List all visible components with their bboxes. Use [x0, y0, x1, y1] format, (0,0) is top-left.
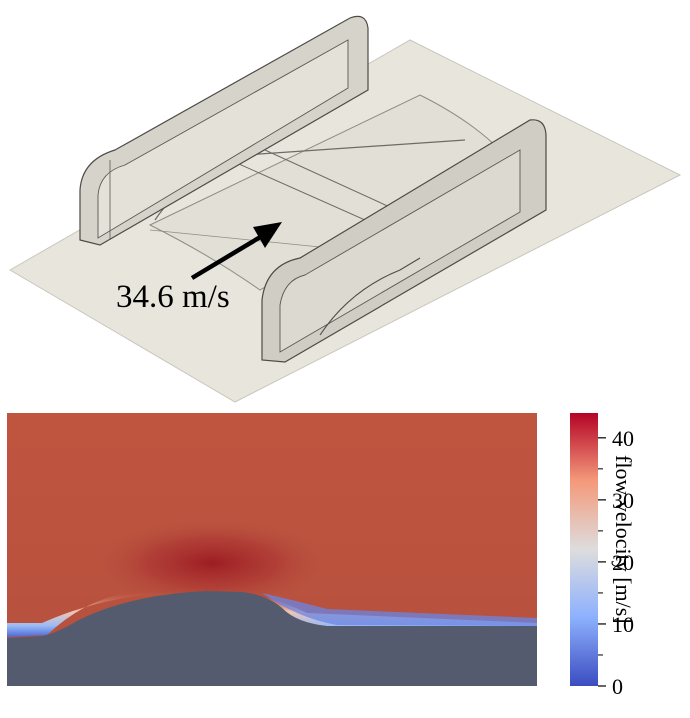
section-line-3 — [149, 229, 351, 251]
colorbar-tick-label: 0 — [612, 674, 623, 699]
velocity-field — [7, 413, 537, 686]
right-wall-hump-profile — [319, 257, 421, 336]
colorbar-ticks: 40 30 20 10 0 — [598, 426, 634, 699]
colorbar: 40 30 20 10 0 — [570, 413, 634, 699]
colorbar-tick-label: 40 — [612, 426, 634, 451]
colorbar-tick-label: 10 — [612, 612, 634, 637]
isometric-model-view — [9, 15, 682, 403]
flow-arrow-head — [253, 222, 282, 248]
colorbar-gradient — [570, 413, 598, 686]
colorbar-title: flow velocity [m/s] — [611, 455, 636, 624]
left-wall-inner — [97, 39, 349, 239]
colorbar-tick-label: 20 — [612, 550, 634, 575]
separation-wake — [262, 593, 537, 626]
high-velocity-region — [92, 518, 332, 608]
boundary-layer — [7, 590, 537, 637]
flow-arrow-shaft — [190, 234, 264, 280]
colorbar-tick-label: 30 — [612, 488, 634, 513]
inflow-speed-label: 34.6 m/s — [116, 279, 230, 315]
right-wall-inner — [279, 149, 521, 353]
solid-hump — [7, 591, 537, 686]
